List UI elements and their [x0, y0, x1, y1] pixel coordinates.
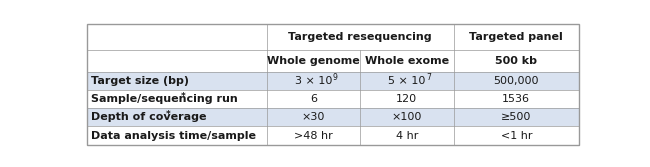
Text: 1536: 1536 — [502, 94, 530, 104]
Text: ×30: ×30 — [302, 112, 325, 122]
Bar — [87, 50, 579, 72]
Text: Depth of coverage: Depth of coverage — [91, 112, 207, 122]
Bar — [87, 90, 579, 108]
Text: Whole exome: Whole exome — [365, 56, 449, 66]
Text: 6: 6 — [310, 94, 317, 104]
Text: 9: 9 — [333, 73, 337, 82]
Text: 3 × 10: 3 × 10 — [294, 76, 332, 86]
Bar — [87, 72, 579, 90]
Text: ×100: ×100 — [392, 112, 422, 122]
Text: 120: 120 — [396, 94, 417, 104]
Text: <1 hr: <1 hr — [500, 131, 532, 141]
Text: Targeted panel: Targeted panel — [469, 32, 563, 42]
Text: 4 hr: 4 hr — [396, 131, 418, 141]
Text: Targeted resequencing: Targeted resequencing — [289, 32, 432, 42]
Bar — [87, 108, 579, 126]
Text: Whole genome: Whole genome — [267, 56, 360, 66]
Text: 5 × 10: 5 × 10 — [388, 76, 426, 86]
Text: >48 hr: >48 hr — [294, 131, 333, 141]
Text: 7: 7 — [426, 73, 431, 82]
Text: 500,000: 500,000 — [493, 76, 539, 86]
Bar — [87, 24, 579, 50]
Text: Sample/sequencing run: Sample/sequencing run — [91, 94, 238, 104]
Text: Target size (bp): Target size (bp) — [91, 76, 189, 86]
Text: ≥500: ≥500 — [501, 112, 532, 122]
Bar — [87, 126, 579, 145]
Text: 500 kb: 500 kb — [495, 56, 538, 66]
Text: Data analysis time/sample: Data analysis time/sample — [91, 131, 256, 141]
Text: *: * — [166, 110, 171, 119]
Text: *: * — [181, 92, 186, 101]
